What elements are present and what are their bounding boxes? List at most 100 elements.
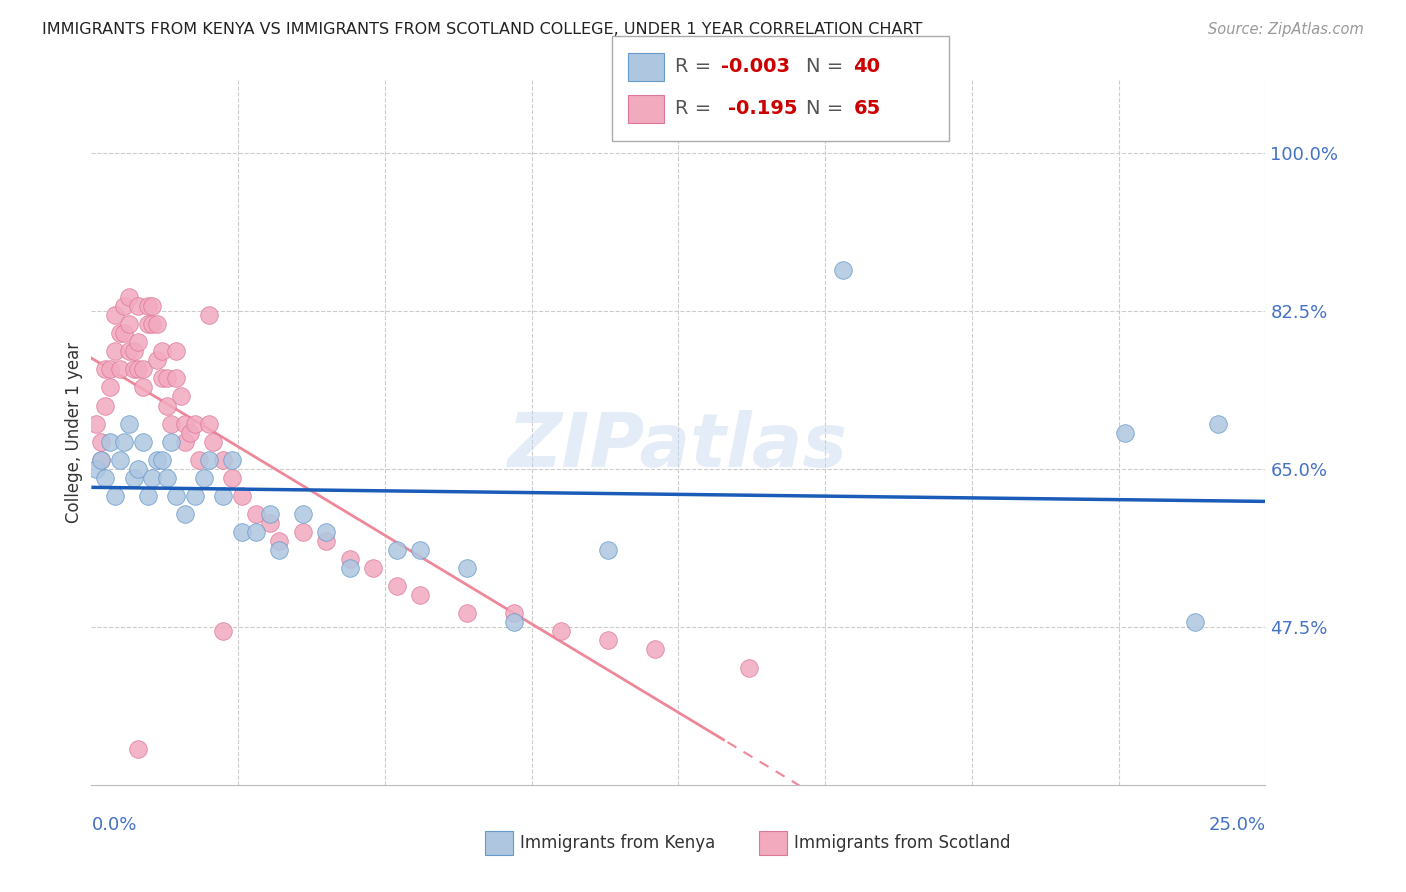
Point [84,462,107,476]
Text: R =: R = [675,99,724,119]
Point [165,371,187,385]
Point [1114,425,1136,440]
Text: -0.195: -0.195 [728,99,797,119]
Point [315,534,337,549]
Point [118,417,141,431]
Point [183,489,205,503]
Point [141,299,163,313]
Point [90,452,112,467]
Point [456,607,478,621]
Point [132,434,155,449]
Point [183,417,205,431]
Point [150,371,173,385]
Point [1208,417,1230,431]
Point [146,452,169,467]
Point [112,326,135,341]
Point [132,380,155,394]
Point [361,561,384,575]
Point [160,417,183,431]
Point [1184,615,1206,630]
Point [112,299,135,313]
Text: N =: N = [806,57,849,77]
Point [174,417,197,431]
Text: Immigrants from Kenya: Immigrants from Kenya [520,834,716,852]
Point [339,552,361,566]
Point [146,353,169,368]
Point [108,452,131,467]
Point [385,543,408,558]
Point [136,317,159,331]
Point [291,524,314,539]
Point [197,308,219,322]
Text: 25.0%: 25.0% [1208,816,1265,834]
Point [141,317,163,331]
Point [596,633,619,648]
Point [132,362,155,376]
Text: IMMIGRANTS FROM KENYA VS IMMIGRANTS FROM SCOTLAND COLLEGE, UNDER 1 YEAR CORRELAT: IMMIGRANTS FROM KENYA VS IMMIGRANTS FROM… [42,22,922,37]
Point [90,434,112,449]
Point [98,380,121,394]
Point [174,507,197,521]
Point [339,561,361,575]
Point [259,507,281,521]
Point [188,452,211,467]
Text: Immigrants from Scotland: Immigrants from Scotland [794,834,1011,852]
Point [98,434,121,449]
Point [98,362,121,376]
Point [84,417,107,431]
Point [141,471,163,485]
Point [221,471,243,485]
Point [174,434,197,449]
Point [269,534,291,549]
Point [221,452,243,467]
Point [169,389,191,403]
Point [122,471,145,485]
Point [94,471,117,485]
Point [738,660,761,674]
Point [596,543,619,558]
Text: ZIPatlas: ZIPatlas [509,410,848,483]
Text: 0.0%: 0.0% [91,816,136,834]
Point [146,317,169,331]
Point [231,524,253,539]
Point [193,471,215,485]
Point [179,425,201,440]
Point [160,434,183,449]
Point [118,317,141,331]
Point [269,543,291,558]
Point [831,263,853,277]
Point [127,741,149,756]
Point [108,362,131,376]
Point [550,624,572,639]
Point [127,462,149,476]
Point [118,344,141,359]
Point [150,452,173,467]
Point [245,524,267,539]
Point [104,308,127,322]
Point [212,489,235,503]
Point [122,362,145,376]
Point [409,588,432,602]
Point [644,642,666,657]
Point [94,399,117,413]
Point [409,543,432,558]
Text: N =: N = [806,99,849,119]
Text: 65: 65 [853,99,880,119]
Point [104,344,127,359]
Point [150,344,173,359]
Point [197,417,219,431]
Point [315,524,337,539]
Text: Source: ZipAtlas.com: Source: ZipAtlas.com [1208,22,1364,37]
Point [155,371,177,385]
Point [197,452,219,467]
Point [291,507,314,521]
Point [136,489,159,503]
Point [202,434,225,449]
Point [245,507,267,521]
Point [165,344,187,359]
Text: R =: R = [675,57,717,77]
Point [212,452,235,467]
Point [127,299,149,313]
Point [503,615,526,630]
Text: -0.003: -0.003 [721,57,790,77]
